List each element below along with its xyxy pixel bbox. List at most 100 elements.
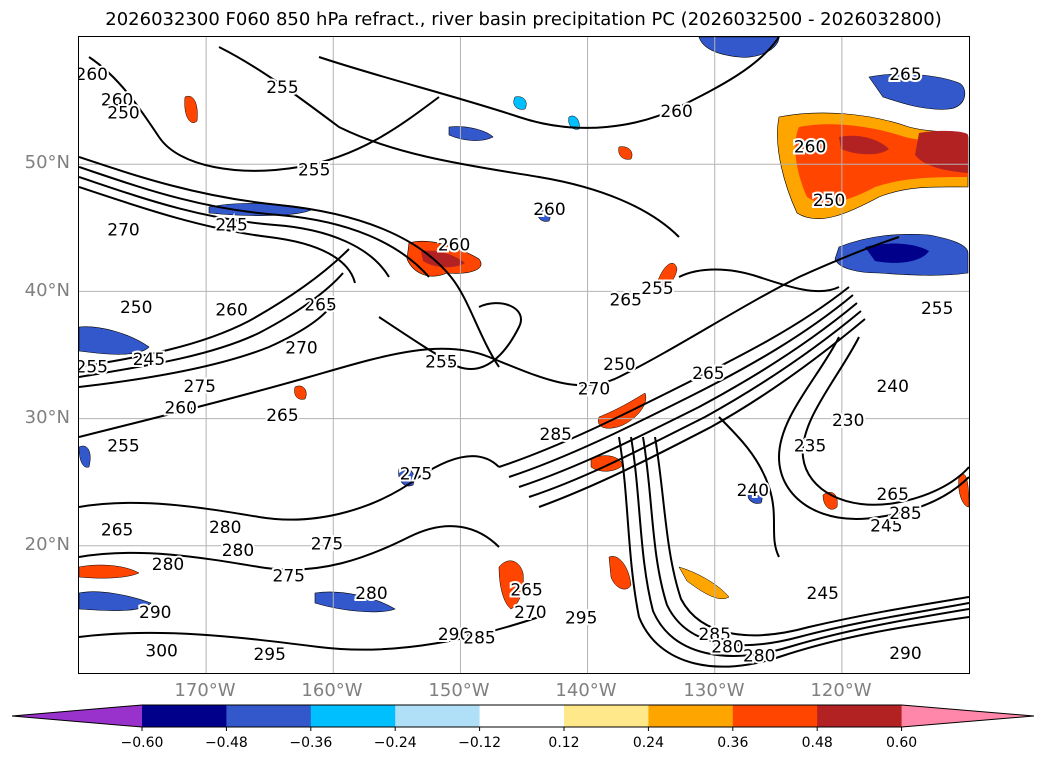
- precip-blob: [590, 455, 624, 472]
- contour-line: [618, 436, 969, 668]
- contour-label: 300: [145, 641, 177, 661]
- colorbar-extend-min: [12, 705, 142, 727]
- contour-line: [79, 298, 336, 388]
- contour-label: 275: [273, 566, 305, 586]
- colorbar-tick-label: 0.60: [886, 735, 917, 751]
- graticule: [79, 37, 969, 673]
- contour-label: 250: [813, 191, 845, 211]
- contour-label: 245: [807, 584, 839, 604]
- contour-label: 250: [603, 355, 635, 375]
- contour-label: 265: [510, 580, 542, 600]
- contour-label: 260: [215, 300, 247, 320]
- contour-line: [318, 37, 780, 129]
- colorbar-segment: [142, 705, 227, 727]
- contour-label: 265: [266, 406, 298, 426]
- colorbar: −0.60 −0.48 −0.36 −0.24 −0.12 0.12 0.24 0.36 0.4…: [11, 704, 1035, 751]
- contour-label: 265: [876, 485, 908, 505]
- contour-line: [79, 525, 500, 571]
- contour-label: 280: [222, 541, 254, 561]
- contour-line: [777, 336, 969, 520]
- contour-label: 255: [298, 161, 330, 181]
- colorbar-segments: [11, 704, 1035, 728]
- lat-label-20: 20°N: [24, 534, 70, 555]
- precip-blob: [958, 473, 969, 508]
- colorbar-segment: [226, 705, 312, 727]
- contour-line: [79, 236, 900, 438]
- contour-label: 290: [438, 625, 470, 645]
- colorbar-segment: [479, 705, 565, 727]
- contour-label: 285: [889, 504, 921, 524]
- lon-label-130w: 130°W: [683, 680, 745, 701]
- precip-blob: [608, 556, 632, 590]
- contour-line: [79, 272, 344, 378]
- contour-label: 290: [139, 603, 171, 623]
- lon-label-140w: 140°W: [555, 680, 617, 701]
- map-canvas: 2602602502552552452702602602602602652652…: [79, 37, 969, 673]
- contour-line: [79, 156, 500, 368]
- contour-line: [518, 302, 858, 488]
- contour-label: 260: [660, 102, 692, 122]
- contour-label: 295: [565, 608, 597, 628]
- contour-line: [218, 46, 680, 238]
- map-title: 2026032300 F060 850 hPa refract., river …: [105, 9, 942, 30]
- contour-line: [678, 268, 840, 293]
- contour-label: 250: [107, 103, 139, 123]
- contour-label: 285: [698, 625, 730, 645]
- lat-label-40: 40°N: [24, 280, 70, 301]
- contour-line: [718, 416, 780, 558]
- contour-label: 245: [870, 517, 902, 537]
- contour-label: 270: [578, 379, 610, 399]
- contour-label: 270: [514, 603, 546, 623]
- precip-blob: [868, 73, 966, 110]
- contour-label: 270: [107, 220, 139, 240]
- contour-line: [508, 294, 854, 478]
- colorbar-tick-label: 0.36: [717, 735, 748, 751]
- contour-line: [538, 318, 866, 508]
- precip-blob: [79, 445, 91, 468]
- colorbar-tick-label: 0.24: [633, 735, 664, 751]
- precip-blob: [398, 467, 415, 487]
- contour-label: 275: [184, 377, 216, 397]
- contour-label: 280: [711, 638, 743, 658]
- contour-label: 265: [692, 364, 724, 384]
- colorbar-tick-label: −0.36: [289, 735, 332, 751]
- contour-line: [498, 286, 850, 468]
- contour-label: 280: [355, 584, 387, 604]
- colorbar-tick-label: −0.24: [374, 735, 417, 751]
- contour-line: [642, 436, 969, 647]
- contour-label: 290: [889, 644, 921, 664]
- colorbar-tick-label: −0.60: [121, 735, 164, 751]
- colorbar-segment: [310, 705, 396, 727]
- precip-blob: [865, 243, 929, 263]
- contour-label: 245: [133, 350, 165, 370]
- precip-blob: [915, 130, 968, 173]
- contour-label: 260: [533, 200, 565, 220]
- contour-line: [79, 616, 540, 651]
- lat-label-50: 50°N: [24, 152, 70, 173]
- contour-label: 285: [540, 425, 572, 445]
- lon-label-170w: 170°W: [174, 680, 236, 701]
- colorbar-segment: [564, 705, 649, 727]
- colorbar-tick-label: −0.48: [205, 735, 248, 751]
- contour-line: [79, 176, 390, 278]
- precip-blob: [294, 385, 307, 400]
- precip-blob: [421, 250, 465, 268]
- contour-line: [79, 455, 500, 521]
- contour-label: 255: [641, 279, 673, 299]
- colorbar-tick-label: 0.12: [548, 735, 579, 751]
- precip-blob: [79, 326, 150, 355]
- contour-line: [378, 302, 522, 370]
- contour-line: [79, 166, 430, 278]
- lon-label-150w: 150°W: [428, 680, 490, 701]
- contour-label: 255: [266, 78, 298, 98]
- map-area[interactable]: 2602602502552552452702602602602602652652…: [78, 36, 970, 674]
- contour-line: [630, 436, 969, 657]
- contour-label: 280: [743, 646, 775, 666]
- contour-label: 260: [438, 236, 470, 256]
- colorbar-segment: [648, 705, 734, 727]
- contour-label: 250: [120, 298, 152, 318]
- precip-blob: [79, 564, 140, 579]
- contour-line: [79, 186, 356, 284]
- contour-label: 280: [209, 518, 241, 538]
- contour-label: 265: [609, 290, 641, 310]
